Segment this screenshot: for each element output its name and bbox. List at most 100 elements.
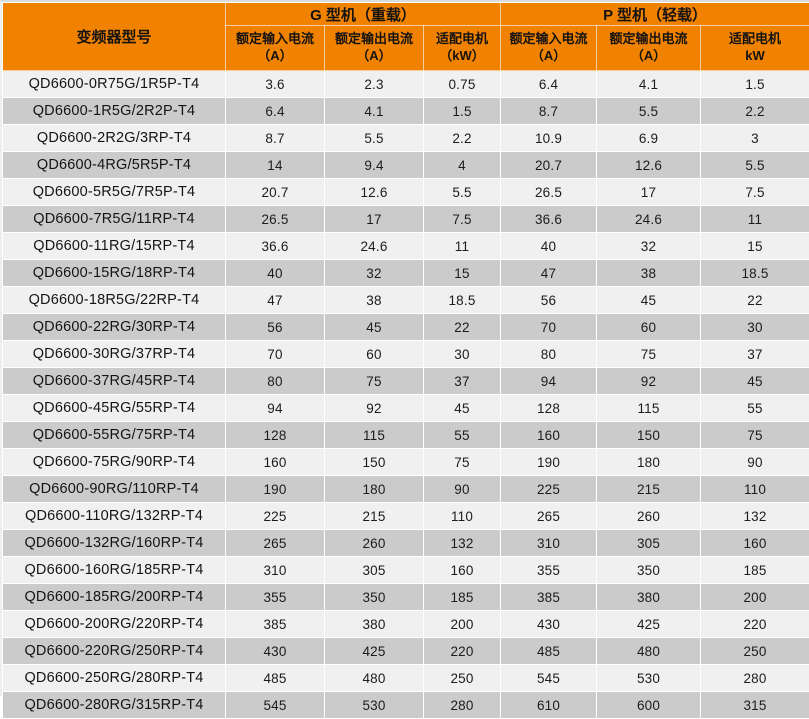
- value-cell: 26.5: [501, 179, 597, 206]
- value-cell: 11: [701, 206, 809, 233]
- value-cell: 132: [701, 503, 809, 530]
- value-cell: 47: [226, 287, 325, 314]
- value-cell: 200: [701, 584, 809, 611]
- value-cell: 55: [701, 395, 809, 422]
- value-cell: 480: [597, 638, 701, 665]
- subheader-g-rated-input-current: 额定输入电流 （A）: [226, 26, 325, 71]
- model-cell: QD6600-11RG/15RP-T4: [3, 233, 226, 260]
- value-cell: 37: [424, 368, 501, 395]
- value-cell: 9.4: [325, 152, 424, 179]
- header-group-p: P 型机（轻载）: [501, 3, 809, 26]
- model-cell: QD6600-250RG/280RP-T4: [3, 665, 226, 692]
- value-cell: 40: [501, 233, 597, 260]
- value-cell: 45: [424, 395, 501, 422]
- subheader-g-rated-output-current: 额定输出电流 （A）: [325, 26, 424, 71]
- value-cell: 180: [325, 476, 424, 503]
- value-cell: 30: [424, 341, 501, 368]
- value-cell: 190: [226, 476, 325, 503]
- value-cell: 260: [325, 530, 424, 557]
- value-cell: 115: [597, 395, 701, 422]
- value-cell: 7.5: [424, 206, 501, 233]
- value-cell: 265: [501, 503, 597, 530]
- value-cell: 75: [325, 368, 424, 395]
- value-cell: 80: [501, 341, 597, 368]
- model-cell: QD6600-185RG/200RP-T4: [3, 584, 226, 611]
- value-cell: 17: [325, 206, 424, 233]
- value-cell: 20.7: [226, 179, 325, 206]
- value-cell: 5.5: [597, 98, 701, 125]
- model-cell: QD6600-37RG/45RP-T4: [3, 368, 226, 395]
- value-cell: 45: [597, 287, 701, 314]
- value-cell: 8.7: [501, 98, 597, 125]
- value-cell: 40: [226, 260, 325, 287]
- value-cell: 15: [701, 233, 809, 260]
- value-cell: 94: [501, 368, 597, 395]
- value-cell: 350: [325, 584, 424, 611]
- header-group-g: G 型机（重载）: [226, 3, 501, 26]
- value-cell: 2.2: [424, 125, 501, 152]
- value-cell: 425: [597, 611, 701, 638]
- value-cell: 6.4: [226, 98, 325, 125]
- value-cell: 485: [226, 665, 325, 692]
- model-cell: QD6600-2R2G/3RP-T4: [3, 125, 226, 152]
- value-cell: 225: [226, 503, 325, 530]
- header-model-column: 变频器型号: [3, 3, 226, 71]
- value-cell: 6.9: [597, 125, 701, 152]
- value-cell: 280: [701, 665, 809, 692]
- subheader-label-line1: 适配电机: [424, 31, 500, 48]
- value-cell: 350: [597, 557, 701, 584]
- value-cell: 15: [424, 260, 501, 287]
- value-cell: 30: [701, 314, 809, 341]
- value-cell: 75: [701, 422, 809, 449]
- model-cell: QD6600-200RG/220RP-T4: [3, 611, 226, 638]
- value-cell: 17: [597, 179, 701, 206]
- value-cell: 310: [501, 530, 597, 557]
- value-cell: 38: [325, 287, 424, 314]
- value-cell: 3: [701, 125, 809, 152]
- value-cell: 430: [226, 638, 325, 665]
- value-cell: 56: [501, 287, 597, 314]
- value-cell: 2.3: [325, 71, 424, 98]
- subheader-label-line1: 适配电机: [701, 31, 809, 48]
- value-cell: 90: [424, 476, 501, 503]
- value-cell: 90: [701, 449, 809, 476]
- value-cell: 5.5: [701, 152, 809, 179]
- subheader-label-line1: 额定输入电流: [501, 31, 596, 48]
- value-cell: 220: [701, 611, 809, 638]
- value-cell: 7.5: [701, 179, 809, 206]
- value-cell: 6.4: [501, 71, 597, 98]
- value-cell: 220: [424, 638, 501, 665]
- value-cell: 24.6: [597, 206, 701, 233]
- value-cell: 260: [597, 503, 701, 530]
- model-cell: QD6600-45RG/55RP-T4: [3, 395, 226, 422]
- value-cell: 185: [701, 557, 809, 584]
- value-cell: 18.5: [701, 260, 809, 287]
- value-cell: 32: [325, 260, 424, 287]
- subheader-p-rated-output-current: 额定输出电流 （A）: [597, 26, 701, 71]
- value-cell: 150: [597, 422, 701, 449]
- value-cell: 14: [226, 152, 325, 179]
- value-cell: 425: [325, 638, 424, 665]
- value-cell: 190: [501, 449, 597, 476]
- value-cell: 530: [597, 665, 701, 692]
- value-cell: 18.5: [424, 287, 501, 314]
- value-cell: 94: [226, 395, 325, 422]
- value-cell: 75: [597, 341, 701, 368]
- value-cell: 70: [501, 314, 597, 341]
- value-cell: 36.6: [501, 206, 597, 233]
- subheader-label-line1: 额定输出电流: [597, 31, 700, 48]
- table-header: 变频器型号 G 型机（重载） P 型机（轻载） 额定输入电流 （A） 额定输出电…: [3, 3, 809, 71]
